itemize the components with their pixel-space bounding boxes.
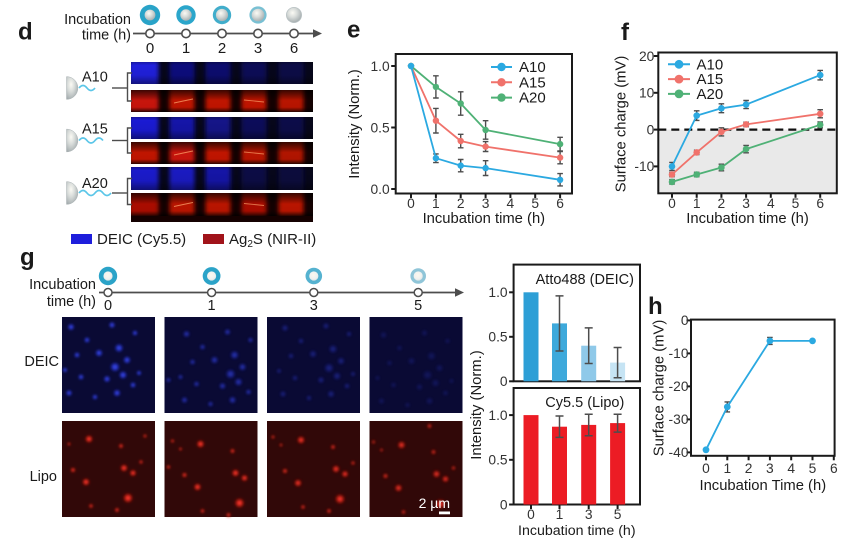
svg-text:4: 4 <box>787 461 795 476</box>
svg-text:1.0: 1.0 <box>371 59 391 74</box>
svg-text:Incubation: Incubation <box>29 277 96 293</box>
svg-text:Lipo: Lipo <box>30 469 57 485</box>
svg-text:0.0: 0.0 <box>371 182 391 197</box>
svg-text:1.0: 1.0 <box>488 285 508 300</box>
svg-text:time (h): time (h) <box>82 28 131 44</box>
svg-text:A15: A15 <box>519 74 546 91</box>
svg-text:-40: -40 <box>669 445 689 460</box>
svg-text:A20: A20 <box>697 86 724 103</box>
svg-text:Incubation time (h): Incubation time (h) <box>423 211 546 227</box>
svg-text:1: 1 <box>208 298 216 314</box>
svg-text:1: 1 <box>723 461 731 476</box>
svg-text:0: 0 <box>407 196 415 211</box>
svg-text:0: 0 <box>702 461 710 476</box>
svg-text:g: g <box>20 244 35 271</box>
svg-text:5: 5 <box>614 507 622 522</box>
svg-text:A10: A10 <box>519 59 546 76</box>
svg-text:20: 20 <box>639 49 655 64</box>
svg-text:d: d <box>18 19 33 46</box>
svg-text:h: h <box>648 293 663 320</box>
svg-text:6: 6 <box>556 196 564 211</box>
svg-text:Intensity (Norm.): Intensity (Norm.) <box>347 69 363 178</box>
svg-text:DEIC: DEIC <box>24 354 59 370</box>
svg-text:A20: A20 <box>82 176 108 192</box>
svg-text:Intensity (Norm.): Intensity (Norm.) <box>469 350 485 459</box>
svg-text:A20: A20 <box>519 90 546 107</box>
svg-text:0: 0 <box>500 374 508 389</box>
svg-text:Incubation time (h): Incubation time (h) <box>686 211 809 227</box>
svg-text:Ag2S (NIR-II): Ag2S (NIR-II) <box>229 231 316 250</box>
svg-text:DEIC (Cy5.5): DEIC (Cy5.5) <box>97 231 186 248</box>
svg-text:A10: A10 <box>82 70 108 86</box>
svg-text:2 µm: 2 µm <box>419 495 450 511</box>
svg-text:A15: A15 <box>697 71 724 88</box>
svg-text:Incubation: Incubation <box>64 12 131 28</box>
svg-text:e: e <box>347 17 360 44</box>
svg-text:time (h): time (h) <box>47 294 96 310</box>
svg-text:6: 6 <box>830 461 838 476</box>
svg-text:Atto488 (DEIC): Atto488 (DEIC) <box>536 272 634 288</box>
svg-text:-20: -20 <box>669 379 689 394</box>
svg-text:0: 0 <box>527 507 535 522</box>
svg-text:2: 2 <box>745 461 753 476</box>
svg-text:0.5: 0.5 <box>488 330 508 345</box>
svg-text:3: 3 <box>742 196 750 211</box>
svg-text:0: 0 <box>681 313 689 328</box>
svg-text:1: 1 <box>693 196 701 211</box>
svg-text:-10: -10 <box>669 346 689 361</box>
svg-text:6: 6 <box>290 40 298 57</box>
svg-text:-30: -30 <box>669 412 689 427</box>
svg-text:0: 0 <box>668 196 676 211</box>
svg-text:-10: -10 <box>634 159 654 174</box>
svg-text:5: 5 <box>809 461 817 476</box>
svg-text:0.5: 0.5 <box>488 453 508 468</box>
svg-text:Surface charge (mV): Surface charge (mV) <box>652 320 668 457</box>
svg-text:4: 4 <box>507 196 515 211</box>
svg-text:1: 1 <box>432 196 440 211</box>
svg-text:0: 0 <box>647 122 655 137</box>
svg-text:5: 5 <box>414 298 422 314</box>
svg-text:3: 3 <box>482 196 490 211</box>
svg-text:2: 2 <box>718 196 726 211</box>
svg-text:0: 0 <box>500 497 508 512</box>
svg-text:3: 3 <box>254 40 262 57</box>
svg-text:3: 3 <box>310 298 318 314</box>
svg-text:10: 10 <box>639 86 655 101</box>
svg-text:1: 1 <box>556 507 564 522</box>
svg-text:0: 0 <box>146 40 154 57</box>
svg-text:3: 3 <box>766 461 774 476</box>
svg-text:5: 5 <box>531 196 539 211</box>
svg-text:f: f <box>621 19 630 46</box>
svg-text:0: 0 <box>104 298 112 314</box>
svg-text:Incubation time (h): Incubation time (h) <box>518 523 636 539</box>
svg-text:2: 2 <box>457 196 465 211</box>
svg-text:Surface charge (mV): Surface charge (mV) <box>614 56 630 193</box>
svg-text:Cy5.5 (Lipo): Cy5.5 (Lipo) <box>545 395 624 411</box>
svg-text:3: 3 <box>585 507 593 522</box>
svg-text:6: 6 <box>816 196 824 211</box>
svg-text:1: 1 <box>182 40 190 57</box>
svg-text:A10: A10 <box>697 56 724 73</box>
svg-text:0.5: 0.5 <box>371 120 391 135</box>
svg-text:Incubation Time (h): Incubation Time (h) <box>699 478 826 494</box>
svg-text:A15: A15 <box>82 122 108 138</box>
svg-text:4: 4 <box>767 196 775 211</box>
svg-text:5: 5 <box>792 196 800 211</box>
svg-text:2: 2 <box>218 40 226 57</box>
svg-text:1.0: 1.0 <box>488 408 508 423</box>
